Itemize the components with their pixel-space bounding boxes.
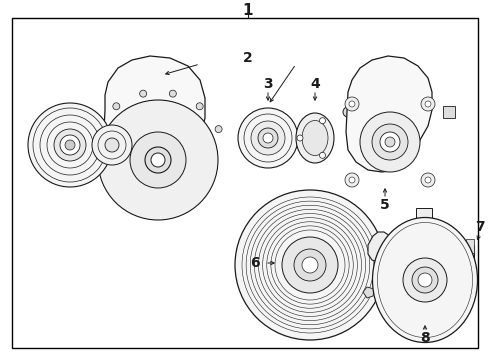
Bar (416, 208, 432, 230)
Circle shape (421, 173, 435, 187)
Text: 4: 4 (310, 77, 320, 91)
Ellipse shape (302, 121, 328, 156)
Circle shape (258, 128, 278, 148)
Circle shape (65, 140, 75, 150)
Circle shape (425, 101, 431, 107)
Text: 2: 2 (243, 51, 253, 65)
Polygon shape (363, 287, 374, 298)
Circle shape (151, 153, 165, 167)
Circle shape (349, 177, 355, 183)
Bar (446, 245, 474, 281)
Polygon shape (104, 56, 205, 192)
Circle shape (28, 103, 112, 187)
Circle shape (345, 173, 359, 187)
Circle shape (140, 90, 147, 97)
Circle shape (302, 257, 318, 273)
Ellipse shape (372, 217, 477, 342)
Polygon shape (88, 128, 110, 154)
Circle shape (130, 132, 186, 188)
Circle shape (418, 273, 432, 287)
Circle shape (385, 137, 395, 147)
Circle shape (238, 108, 298, 168)
Circle shape (94, 126, 101, 132)
Circle shape (113, 103, 120, 110)
Circle shape (92, 125, 132, 165)
Circle shape (235, 190, 385, 340)
Circle shape (349, 101, 355, 107)
Text: 1: 1 (243, 3, 253, 18)
Circle shape (263, 133, 273, 143)
Circle shape (294, 249, 326, 281)
Bar (443, 106, 455, 118)
Text: 8: 8 (420, 331, 430, 345)
Circle shape (60, 135, 80, 155)
Circle shape (94, 138, 104, 148)
Circle shape (282, 237, 338, 293)
Circle shape (345, 97, 359, 111)
Text: 3: 3 (263, 77, 273, 91)
Ellipse shape (296, 113, 334, 163)
Circle shape (360, 112, 420, 172)
Circle shape (343, 107, 353, 117)
Text: 5: 5 (380, 198, 390, 212)
Circle shape (421, 97, 435, 111)
Circle shape (145, 147, 171, 173)
Polygon shape (346, 56, 432, 172)
Polygon shape (368, 232, 392, 262)
Circle shape (215, 126, 222, 132)
Circle shape (412, 267, 438, 293)
Circle shape (297, 135, 303, 141)
Circle shape (380, 132, 400, 152)
Circle shape (403, 258, 447, 302)
Text: 6: 6 (250, 256, 260, 270)
Circle shape (105, 138, 119, 152)
Circle shape (54, 129, 86, 161)
Bar (446, 239, 454, 253)
Bar (466, 239, 474, 253)
Text: 7: 7 (475, 220, 485, 234)
Circle shape (251, 121, 285, 155)
Circle shape (425, 177, 431, 183)
Circle shape (98, 100, 218, 220)
Circle shape (441, 241, 449, 249)
Circle shape (170, 90, 176, 97)
Circle shape (319, 118, 325, 124)
Circle shape (196, 103, 203, 110)
Circle shape (372, 124, 408, 160)
Circle shape (319, 152, 325, 158)
Polygon shape (126, 192, 165, 215)
